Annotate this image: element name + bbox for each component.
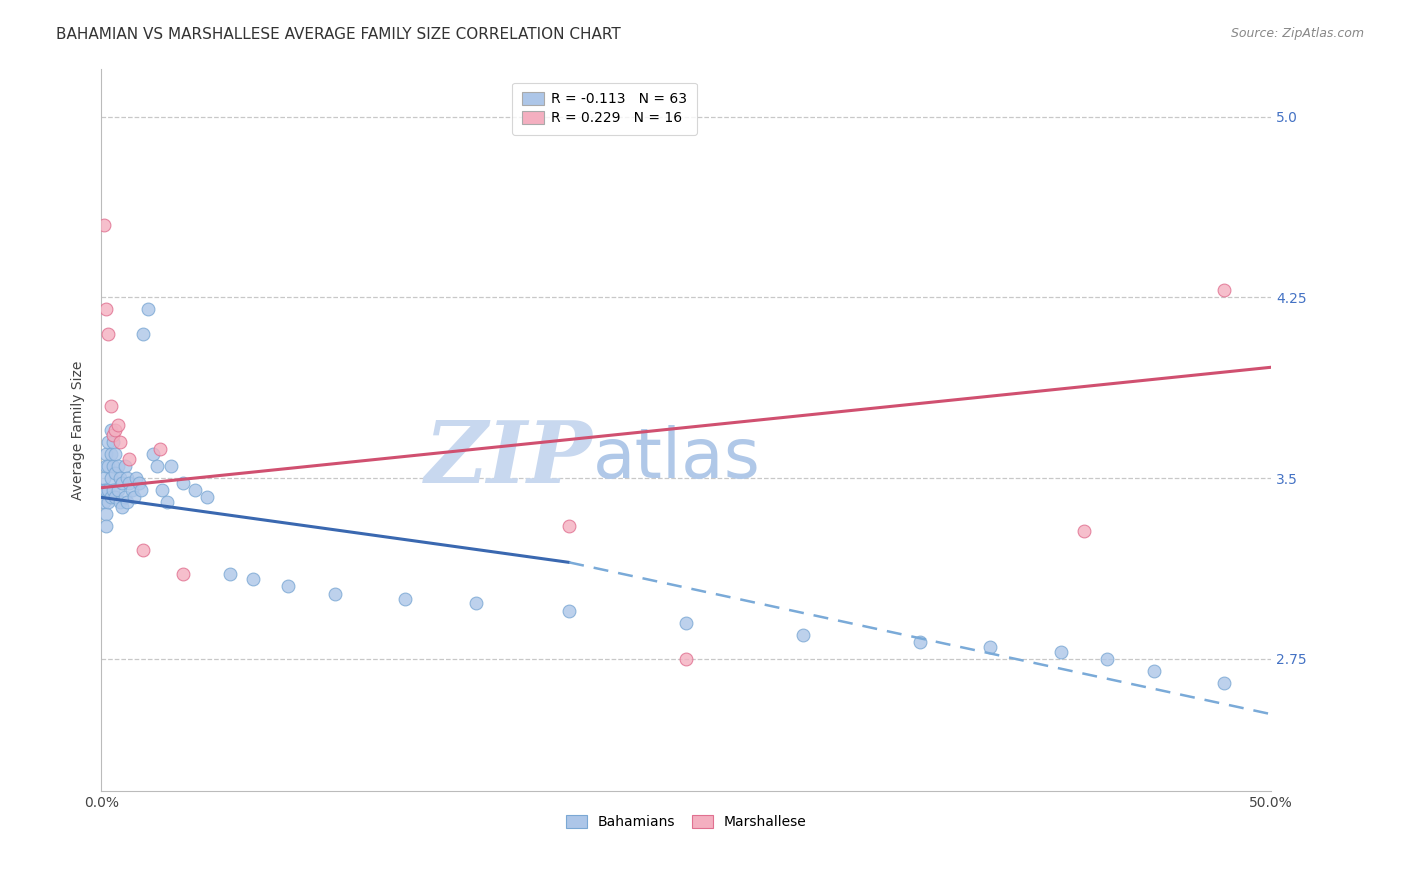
Point — [97, 483, 120, 497]
Point — [107, 418, 129, 433]
Point — [97, 458, 120, 473]
Point — [107, 458, 129, 473]
Point — [118, 451, 141, 466]
Text: Source: ZipAtlas.com: Source: ZipAtlas.com — [1230, 27, 1364, 40]
Point — [97, 434, 120, 449]
Point — [122, 491, 145, 505]
Point — [115, 471, 138, 485]
Point — [1097, 652, 1119, 666]
Point — [219, 567, 242, 582]
Point — [132, 543, 155, 558]
Point — [94, 507, 117, 521]
Point — [1213, 283, 1236, 297]
Point — [104, 423, 127, 437]
Point — [184, 483, 207, 497]
Point — [101, 434, 124, 449]
Point — [156, 495, 179, 509]
Point — [114, 491, 136, 505]
Point — [979, 640, 1001, 654]
Point — [94, 519, 117, 533]
Point — [675, 652, 697, 666]
Point — [101, 427, 124, 442]
Point — [394, 591, 416, 606]
Legend: Bahamians, Marshallese: Bahamians, Marshallese — [560, 810, 813, 835]
Point — [100, 447, 122, 461]
Point — [1213, 676, 1236, 690]
Point — [104, 491, 127, 505]
Point — [108, 495, 131, 509]
Point — [558, 519, 581, 533]
Point — [146, 458, 169, 473]
Point — [101, 483, 124, 497]
Point — [114, 458, 136, 473]
Point — [97, 495, 120, 509]
Point — [100, 491, 122, 505]
Point — [111, 500, 134, 514]
Y-axis label: Average Family Size: Average Family Size — [72, 360, 86, 500]
Point — [100, 399, 122, 413]
Point — [93, 471, 115, 485]
Point — [195, 491, 218, 505]
Point — [172, 567, 194, 582]
Point — [908, 635, 931, 649]
Point — [125, 471, 148, 485]
Point — [94, 483, 117, 497]
Point — [93, 483, 115, 497]
Point — [142, 447, 165, 461]
Point — [104, 447, 127, 461]
Point — [111, 475, 134, 490]
Point — [675, 615, 697, 630]
Point — [464, 596, 486, 610]
Point — [132, 326, 155, 341]
Point — [101, 458, 124, 473]
Point — [323, 587, 346, 601]
Text: ZIP: ZIP — [425, 417, 592, 500]
Point — [107, 483, 129, 497]
Point — [118, 475, 141, 490]
Point — [97, 326, 120, 341]
Point — [160, 458, 183, 473]
Point — [93, 495, 115, 509]
Point — [100, 423, 122, 437]
Text: atlas: atlas — [592, 425, 761, 492]
Text: BAHAMIAN VS MARSHALLESE AVERAGE FAMILY SIZE CORRELATION CHART: BAHAMIAN VS MARSHALLESE AVERAGE FAMILY S… — [56, 27, 621, 42]
Point — [242, 572, 264, 586]
Point — [558, 604, 581, 618]
Point — [94, 447, 117, 461]
Point — [792, 628, 814, 642]
Point — [108, 471, 131, 485]
Point — [121, 483, 143, 497]
Point — [277, 579, 299, 593]
Point — [129, 483, 152, 497]
Point — [94, 302, 117, 317]
Point — [108, 434, 131, 449]
Point — [128, 475, 150, 490]
Point — [115, 495, 138, 509]
Point — [136, 302, 159, 317]
Point — [149, 442, 172, 457]
Point — [94, 458, 117, 473]
Point — [172, 475, 194, 490]
Point — [104, 467, 127, 481]
Point — [1073, 524, 1095, 538]
Point — [1143, 664, 1166, 678]
Point — [1049, 644, 1071, 658]
Point — [93, 218, 115, 232]
Point — [150, 483, 173, 497]
Point — [100, 471, 122, 485]
